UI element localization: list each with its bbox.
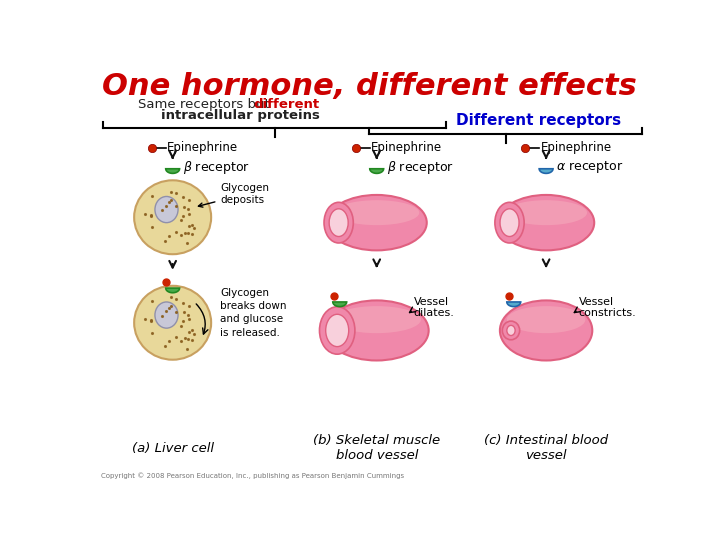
Ellipse shape (495, 202, 524, 243)
Ellipse shape (507, 306, 585, 333)
Polygon shape (333, 302, 346, 307)
Text: Epinephrine: Epinephrine (167, 141, 238, 154)
Text: Epinephrine: Epinephrine (541, 141, 612, 154)
Text: $\beta$ receptor: $\beta$ receptor (183, 159, 250, 176)
Text: (c) Intestinal blood
vessel: (c) Intestinal blood vessel (484, 434, 608, 462)
Text: different: different (253, 98, 320, 111)
Ellipse shape (327, 195, 427, 251)
Ellipse shape (503, 321, 520, 340)
Text: Same receptors but: Same receptors but (138, 98, 274, 111)
Ellipse shape (505, 200, 587, 225)
Text: $\beta$ receptor: $\beta$ receptor (387, 159, 454, 176)
Ellipse shape (498, 195, 594, 251)
Polygon shape (507, 302, 521, 307)
Ellipse shape (500, 209, 519, 237)
Text: Vessel
constricts.: Vessel constricts. (578, 296, 636, 318)
Text: (b) Skeletal muscle
blood vessel: (b) Skeletal muscle blood vessel (313, 434, 440, 462)
Ellipse shape (155, 302, 178, 328)
Text: Glycogen
breaks down
and glucose
is released.: Glycogen breaks down and glucose is rele… (220, 288, 287, 338)
Text: Copyright © 2008 Pearson Education, Inc., publishing as Pearson Benjamin Cumming: Copyright © 2008 Pearson Education, Inc.… (101, 472, 404, 478)
Polygon shape (166, 168, 179, 173)
Text: Epinephrine: Epinephrine (372, 141, 442, 154)
Polygon shape (370, 168, 384, 173)
Ellipse shape (324, 202, 354, 243)
Ellipse shape (325, 314, 348, 347)
Polygon shape (166, 288, 179, 293)
Ellipse shape (329, 209, 348, 237)
Text: $\alpha$ receptor: $\alpha$ receptor (556, 159, 624, 175)
Text: intracellular proteins: intracellular proteins (161, 109, 320, 122)
Text: Glycogen
deposits: Glycogen deposits (199, 184, 269, 207)
Ellipse shape (507, 326, 515, 335)
Text: Vessel
dilates.: Vessel dilates. (414, 296, 454, 318)
Polygon shape (539, 168, 553, 173)
Ellipse shape (333, 306, 421, 333)
Text: Different receptors: Different receptors (456, 113, 621, 128)
Text: One hormone, different effects: One hormone, different effects (102, 72, 636, 101)
Ellipse shape (320, 307, 355, 354)
Ellipse shape (325, 300, 428, 361)
Text: (a) Liver cell: (a) Liver cell (132, 442, 214, 455)
Ellipse shape (334, 200, 419, 225)
Ellipse shape (155, 197, 178, 222)
Ellipse shape (134, 286, 211, 360)
Ellipse shape (134, 180, 211, 254)
Ellipse shape (500, 300, 593, 361)
